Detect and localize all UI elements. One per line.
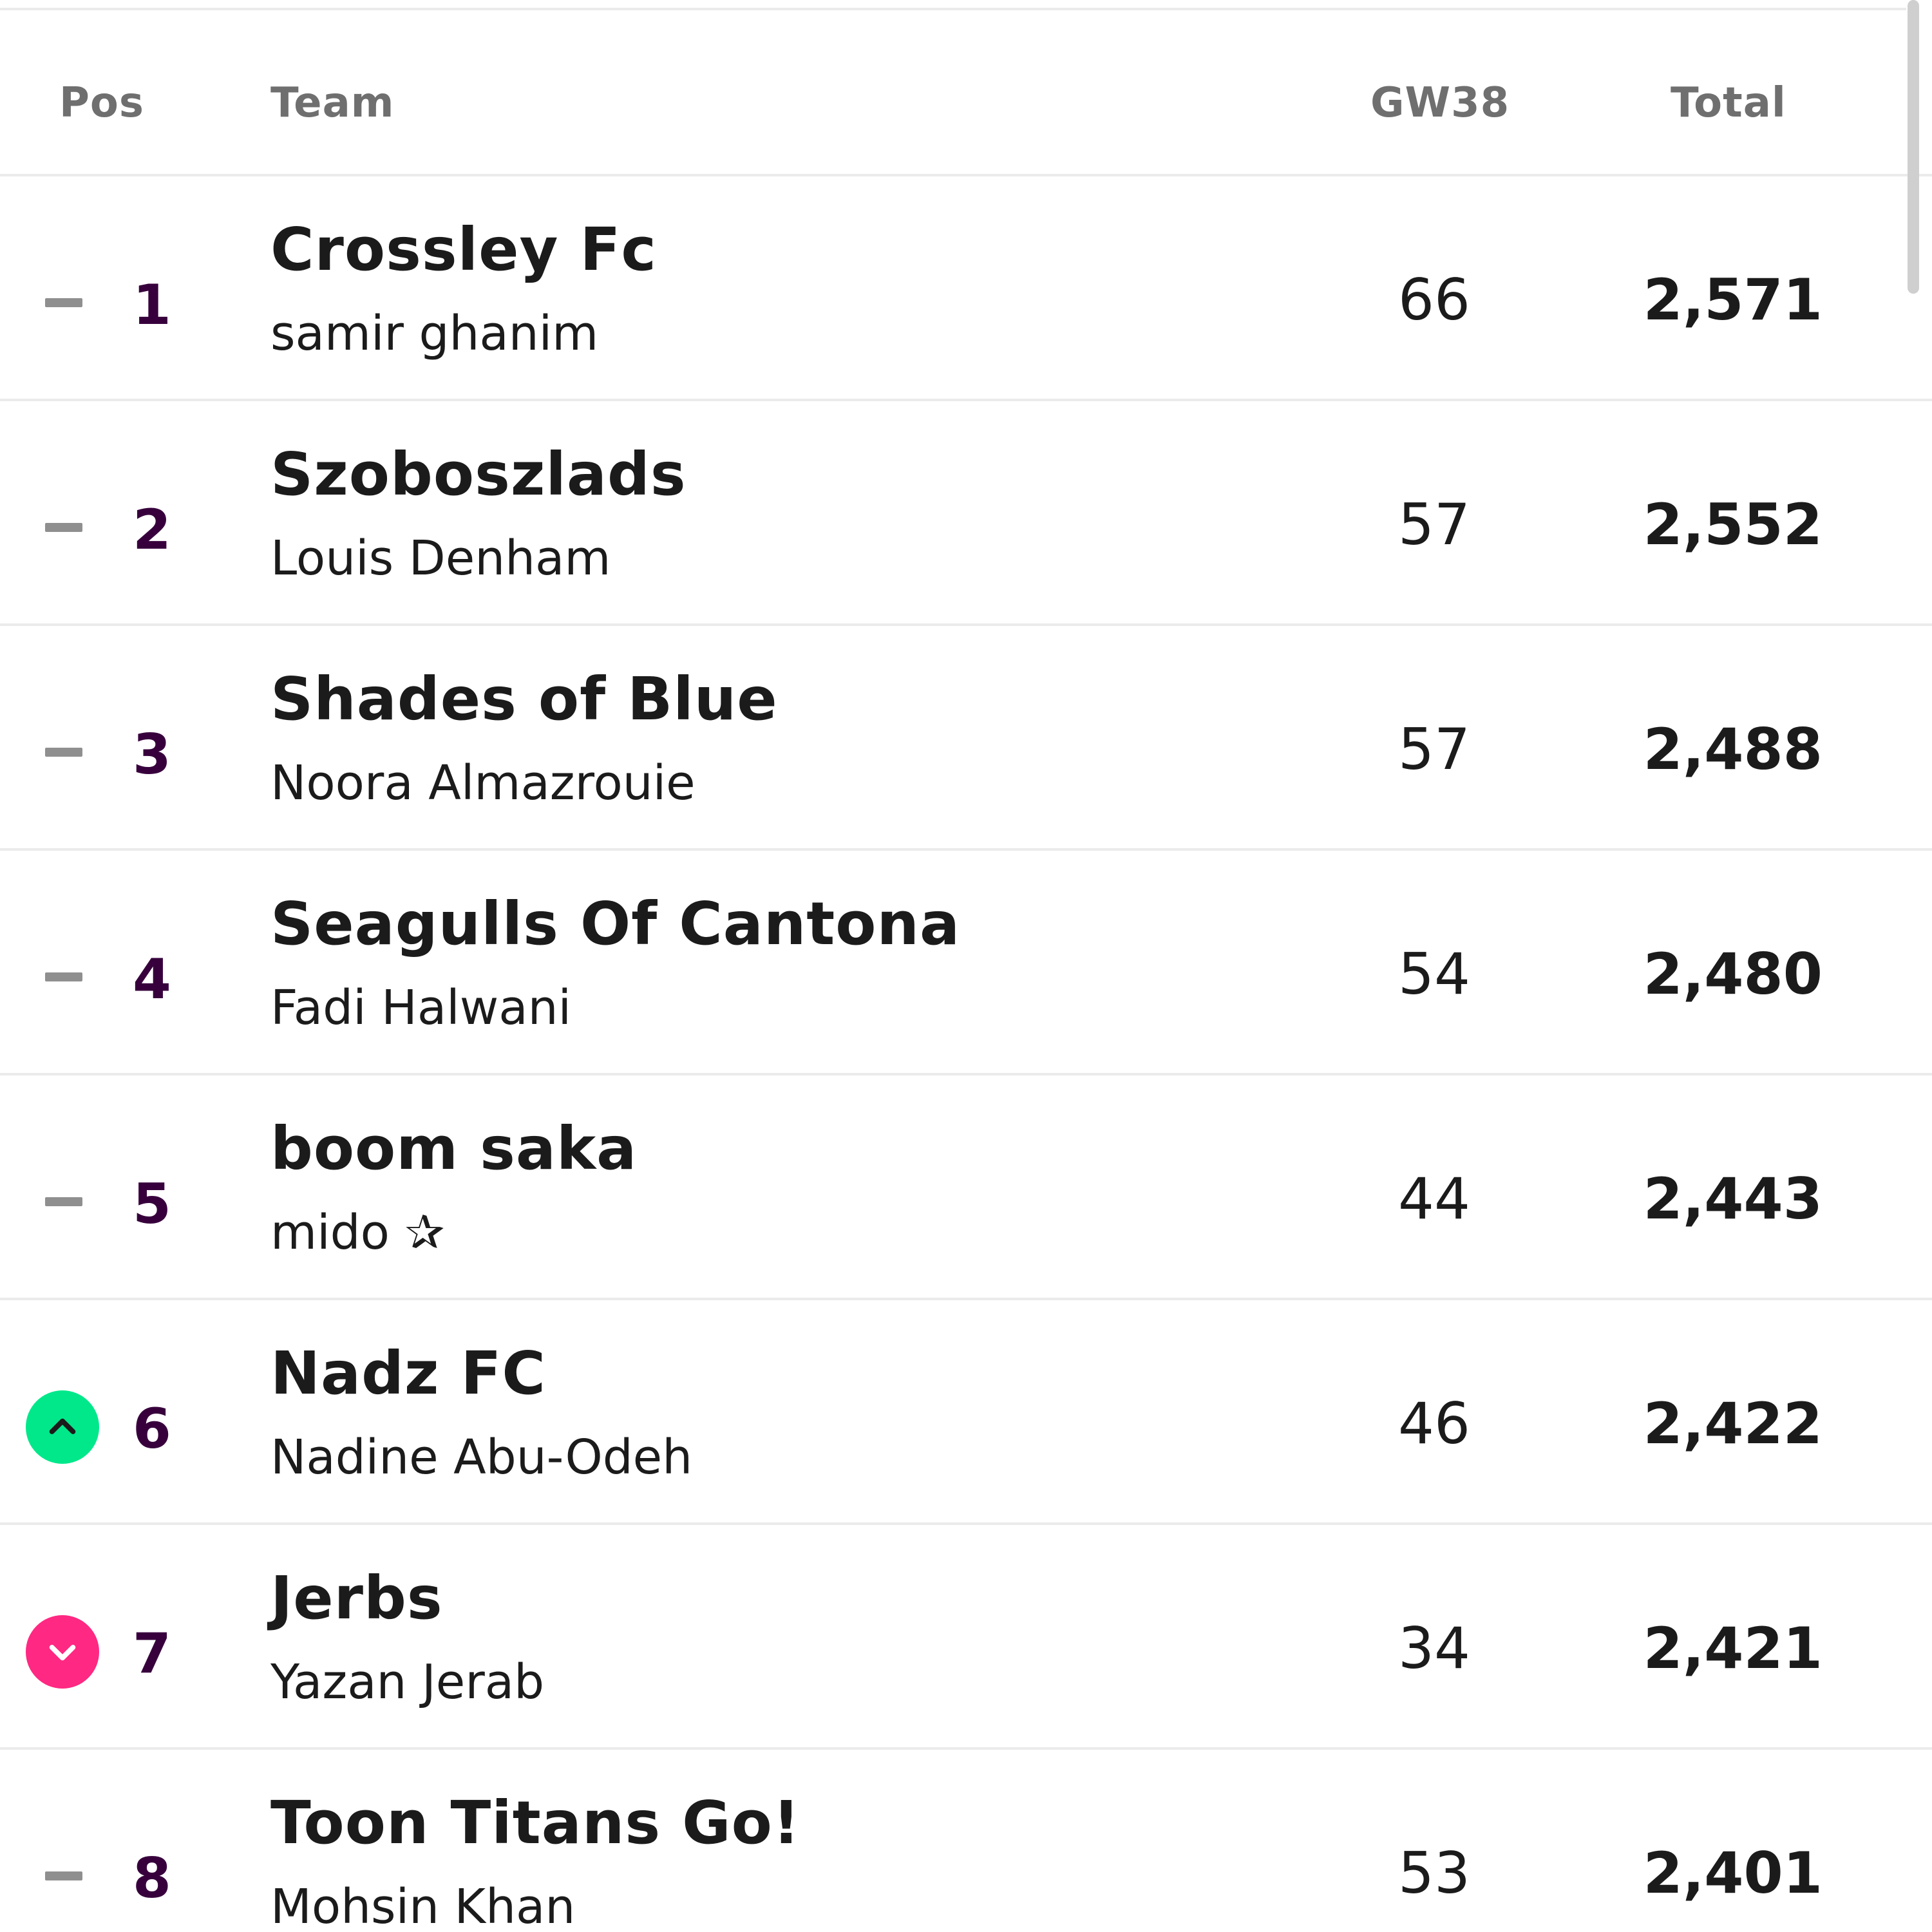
gameweek-points: 57 [1398, 491, 1470, 558]
standings-row[interactable]: 3 Shades of Blue Noora Almazrouie 57 2,488 [0, 626, 1932, 851]
manager-name: samir ghanim [270, 306, 599, 361]
rank-unchanged-icon [26, 491, 99, 565]
manager-name: Yazan Jerab [270, 1654, 545, 1710]
manager-name: Noora Almazrouie [270, 755, 696, 811]
standings-row[interactable]: 7 Jerbs Yazan Jerab 34 2,421 [0, 1525, 1932, 1750]
rank-number: 5 [133, 1172, 171, 1236]
rank-unchanged-icon [26, 1166, 99, 1239]
rank-number: 6 [133, 1397, 171, 1461]
total-points: 2,421 [1643, 1615, 1823, 1681]
rank-unchanged-icon [26, 267, 99, 340]
standings-row[interactable]: 1 Crossley Fc samir ghanim 66 2,571 [0, 176, 1932, 401]
total-points: 2,571 [1643, 267, 1823, 333]
gameweek-points: 54 [1398, 941, 1470, 1007]
team-name-link[interactable]: Crossley Fc [270, 215, 657, 284]
standings-row[interactable]: 6 Nadz FC Nadine Abu-Odeh 46 2,422 [0, 1300, 1932, 1525]
team-name-link[interactable]: Nadz FC [270, 1339, 546, 1408]
pos-column-header: Pos [59, 79, 144, 127]
gameweek-points: 66 [1398, 267, 1470, 333]
rank-down-icon [26, 1615, 99, 1689]
team-name-link[interactable]: Jerbs [270, 1564, 443, 1633]
manager-name: Mohsin Khan [270, 1879, 576, 1932]
gameweek-points: 53 [1398, 1840, 1470, 1906]
team-name-link[interactable]: Toon Titans Go! [270, 1788, 800, 1857]
team-name-link[interactable]: boom saka [270, 1114, 638, 1183]
gameweek-points: 57 [1398, 716, 1470, 782]
rank-number: 3 [133, 723, 171, 787]
team-name-link[interactable]: Seagulls Of Cantona [270, 889, 961, 958]
rank-number: 4 [133, 947, 171, 1012]
manager-name: Louis Denham [270, 531, 611, 586]
standings-row[interactable]: 4 Seagulls Of Cantona Fadi Halwani 54 2,480 [0, 851, 1932, 1075]
rank-number: 8 [133, 1846, 171, 1911]
gameweek-column-header: GW38 [1370, 79, 1510, 127]
gameweek-points: 34 [1398, 1615, 1470, 1681]
rank-unchanged-icon [26, 716, 99, 790]
standings-row[interactable]: 5 boom saka mido ✰ 44 2,443 [0, 1075, 1932, 1300]
standings-row[interactable]: 8 Toon Titans Go! Mohsin Khan 53 2,401 [0, 1750, 1932, 1932]
rank-unchanged-icon [26, 1840, 99, 1913]
gameweek-points: 46 [1398, 1390, 1470, 1457]
rank-number: 7 [133, 1622, 171, 1686]
gameweek-points: 44 [1398, 1166, 1470, 1232]
total-points: 2,443 [1643, 1166, 1823, 1232]
total-points: 2,488 [1643, 716, 1823, 782]
standings-header: Pos Team GW38 Total [0, 10, 1932, 176]
total-points: 2,401 [1643, 1840, 1823, 1906]
manager-name: Fadi Halwani [270, 980, 572, 1036]
team-column-header: Team [270, 79, 395, 127]
manager-name: mido ✰ [270, 1205, 445, 1260]
rank-number: 2 [133, 498, 171, 562]
total-points: 2,552 [1643, 491, 1823, 558]
top-divider [0, 8, 1906, 10]
standings-table-body: 1 Crossley Fc samir ghanim 66 2,571 2 Szoboszl… [0, 176, 1932, 1932]
total-column-header: Total [1671, 79, 1786, 127]
team-name-link[interactable]: Szoboszlads [270, 440, 687, 509]
manager-name: Nadine Abu-Odeh [270, 1430, 693, 1485]
rank-unchanged-icon [26, 941, 99, 1014]
standings-row[interactable]: 2 Szoboszlads Louis Denham 57 2,552 [0, 401, 1932, 626]
total-points: 2,480 [1643, 941, 1823, 1007]
total-points: 2,422 [1643, 1390, 1823, 1457]
rank-number: 1 [133, 273, 171, 337]
team-name-link[interactable]: Shades of Blue [270, 665, 778, 734]
vertical-scrollbar[interactable] [1908, 0, 1919, 294]
rank-up-icon [26, 1390, 99, 1464]
